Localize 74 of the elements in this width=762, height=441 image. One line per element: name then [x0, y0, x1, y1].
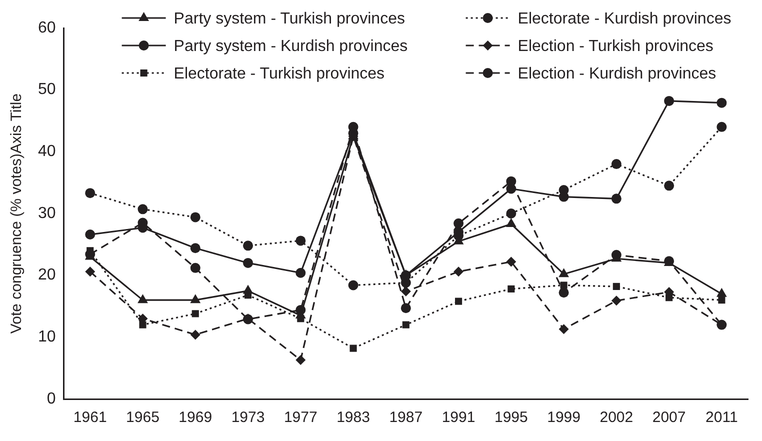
point — [558, 324, 569, 334]
x-tick-label: 1973 — [231, 409, 265, 426]
point — [664, 96, 674, 106]
point — [400, 303, 411, 314]
x-tick-label: 1969 — [178, 409, 212, 426]
x-tick-label: 1995 — [494, 409, 528, 426]
point — [190, 212, 200, 222]
point — [138, 204, 148, 214]
point — [506, 218, 516, 228]
point — [454, 218, 464, 228]
point — [190, 294, 201, 304]
x-tick-label: 1961 — [73, 409, 107, 426]
point — [243, 240, 254, 251]
point — [716, 288, 727, 297]
y-tick-label: 20 — [38, 266, 56, 284]
x-tick-label: 2011 — [706, 409, 738, 426]
point — [558, 192, 569, 202]
x-tick-label: 1999 — [547, 409, 580, 426]
point — [350, 344, 357, 352]
point — [85, 230, 96, 240]
point — [296, 236, 306, 246]
point — [506, 208, 516, 218]
x-tick-label: 1983 — [336, 409, 370, 426]
point — [138, 294, 148, 304]
x-tick-label: 1987 — [389, 409, 423, 426]
point — [558, 288, 569, 298]
y-tick-label: 10 — [38, 328, 56, 346]
point — [190, 243, 200, 254]
point — [190, 262, 200, 273]
x-tick-label: 2002 — [600, 409, 634, 426]
point — [666, 294, 673, 302]
y-tick-label: 50 — [38, 81, 56, 98]
x-tick-label: 2007 — [652, 409, 686, 426]
point — [611, 296, 622, 306]
point — [611, 194, 622, 204]
point — [296, 268, 306, 278]
point — [558, 268, 569, 278]
legend-label: Election - Kurdish provinces — [518, 65, 716, 82]
point — [454, 266, 464, 277]
legend-label: Party system - Kurdish provinces — [174, 38, 408, 55]
point — [664, 180, 674, 191]
point — [85, 266, 96, 277]
point — [242, 284, 254, 294]
point — [611, 159, 622, 170]
point — [192, 310, 199, 318]
point — [718, 296, 726, 304]
y-tick-label: 30 — [38, 204, 56, 222]
point — [716, 122, 727, 132]
point — [454, 298, 462, 305]
point — [402, 321, 410, 328]
point — [139, 321, 146, 328]
point — [85, 188, 96, 198]
x-tick-label: 1965 — [126, 409, 160, 426]
point — [400, 286, 411, 296]
y-axis-title: Vote congruence (% votes)Axis Title — [8, 93, 26, 334]
point — [243, 258, 254, 268]
legend-label: Electorate - Kurdish provinces — [518, 10, 732, 28]
point — [190, 330, 200, 340]
point — [612, 282, 620, 290]
legend-label: Electorate - Turkish provinces — [174, 65, 385, 82]
point — [508, 285, 515, 292]
x-tick-label: 1977 — [284, 409, 318, 426]
point — [506, 256, 516, 267]
point — [560, 282, 568, 289]
y-tick-label: 40 — [38, 143, 56, 160]
point — [506, 184, 516, 194]
legend-label: Election - Turkish provinces — [518, 38, 714, 55]
y-tick-label: 0 — [46, 390, 56, 408]
point — [348, 280, 358, 290]
y-tick-label: 60 — [38, 19, 56, 36]
point — [716, 98, 727, 108]
point — [296, 355, 306, 366]
legend-label: Party system - Turkish provinces — [174, 10, 405, 28]
x-tick-label: 1991 — [442, 409, 476, 426]
